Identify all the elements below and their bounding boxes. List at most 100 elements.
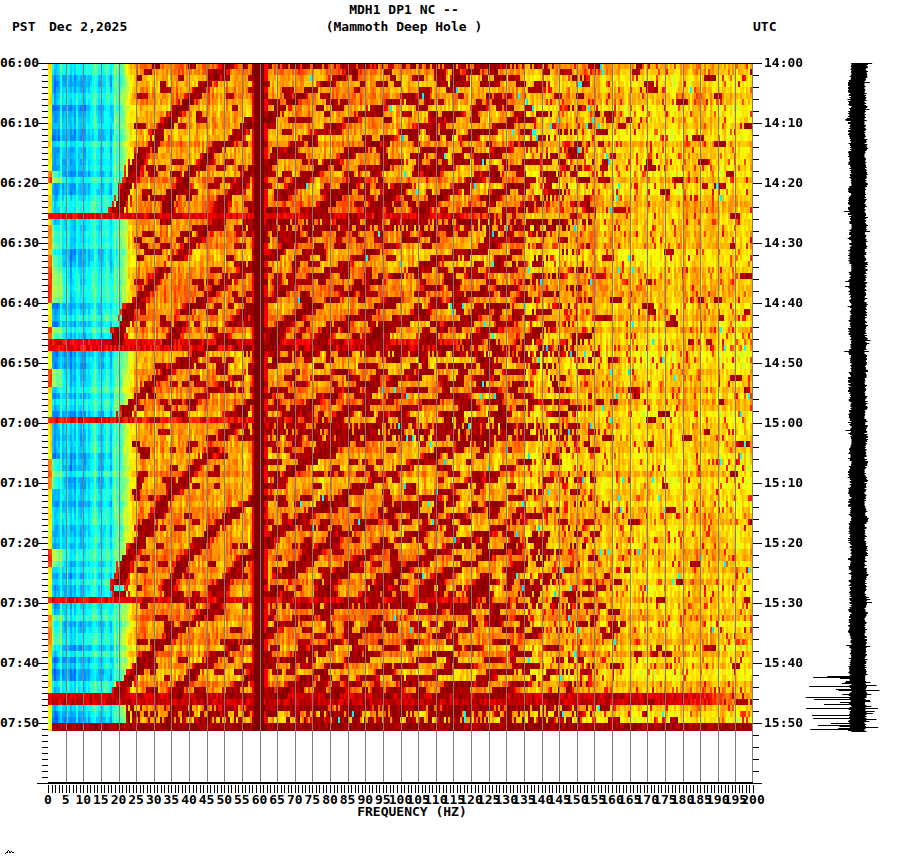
left-time-tick <box>42 285 48 286</box>
right-time-tick <box>753 123 762 124</box>
left-time-tick <box>42 513 48 514</box>
left-time-tick <box>42 327 48 328</box>
left-time-tick <box>42 507 48 508</box>
right-time-tick <box>753 315 759 316</box>
left-time-label: 06:50 <box>0 356 38 370</box>
right-time-tick <box>753 63 762 64</box>
left-time-tick <box>42 711 48 712</box>
left-time-tick <box>42 111 48 112</box>
right-time-tick <box>753 711 759 712</box>
right-time-tick <box>753 219 759 220</box>
right-time-label: 15:00 <box>764 416 803 430</box>
left-time-tick <box>42 519 48 520</box>
left-time-tick <box>42 309 48 310</box>
left-time-tick <box>42 345 48 346</box>
right-time-tick <box>753 603 762 604</box>
right-time-tick <box>753 99 759 100</box>
left-time-tick <box>42 753 48 754</box>
left-time-tick <box>42 147 48 148</box>
left-time-tick <box>42 465 48 466</box>
left-time-tick <box>42 213 48 214</box>
right-time-label: 15:30 <box>764 596 803 610</box>
left-time-tick <box>42 381 48 382</box>
right-time-tick <box>753 267 759 268</box>
left-time-tick <box>42 669 48 670</box>
right-time-label: 15:20 <box>764 536 803 550</box>
left-time-tick <box>42 777 48 778</box>
right-time-tick <box>753 663 762 664</box>
left-time-tick <box>42 411 48 412</box>
right-time-tick <box>753 351 759 352</box>
right-time-tick <box>753 291 759 292</box>
left-time-tick <box>42 567 48 568</box>
left-time-tick <box>42 279 48 280</box>
left-time-tick <box>42 273 48 274</box>
right-time-tick <box>753 255 759 256</box>
left-time-tick <box>42 255 48 256</box>
freq-tick <box>52 785 53 793</box>
left-time-tick <box>42 393 48 394</box>
right-time-tick <box>753 771 759 772</box>
freq-tick <box>214 785 215 793</box>
right-time-tick <box>753 327 759 328</box>
timezone-left-label: PST <box>12 20 35 34</box>
right-time-label: 15:10 <box>764 476 803 490</box>
left-time-tick <box>42 705 48 706</box>
right-time-label: 14:30 <box>764 236 803 250</box>
left-time-tick <box>42 447 48 448</box>
left-time-tick <box>42 591 48 592</box>
left-time-tick <box>42 747 48 748</box>
left-time-tick <box>42 621 48 622</box>
left-time-tick <box>42 417 48 418</box>
left-time-tick <box>42 117 48 118</box>
right-time-label: 14:00 <box>764 56 803 70</box>
right-time-tick <box>753 159 759 160</box>
right-time-label: 14:10 <box>764 116 803 130</box>
left-time-label: 07:40 <box>0 656 38 670</box>
right-time-tick <box>753 399 759 400</box>
right-time-tick <box>753 231 759 232</box>
left-time-tick <box>42 429 48 430</box>
left-time-tick <box>42 75 48 76</box>
left-time-tick <box>42 339 48 340</box>
right-time-tick <box>753 135 759 136</box>
left-time-tick <box>42 729 48 730</box>
left-time-tick <box>42 717 48 718</box>
right-time-tick <box>753 183 762 184</box>
left-time-tick <box>42 765 48 766</box>
left-time-tick <box>42 735 48 736</box>
seismogram-trace <box>800 63 896 732</box>
right-time-tick <box>753 147 759 148</box>
left-time-tick <box>42 681 48 682</box>
right-time-label: 15:40 <box>764 656 803 670</box>
left-time-tick <box>42 297 48 298</box>
left-time-tick <box>42 693 48 694</box>
left-time-tick <box>42 597 48 598</box>
left-time-label: 06:10 <box>0 116 38 130</box>
left-time-tick <box>42 633 48 634</box>
left-time-tick <box>42 357 48 358</box>
left-time-tick <box>42 537 48 538</box>
right-time-tick <box>753 651 759 652</box>
left-time-tick <box>42 351 48 352</box>
left-time-tick <box>37 783 48 784</box>
left-time-label: 07:50 <box>0 716 38 730</box>
freq-tick <box>267 785 268 793</box>
left-time-tick <box>42 159 48 160</box>
left-time-tick <box>42 141 48 142</box>
left-time-tick <box>42 771 48 772</box>
right-time-tick <box>753 87 759 88</box>
x-axis-title: FREQUENCY (HZ) <box>48 805 776 819</box>
corner-mark-icon <box>4 847 16 855</box>
right-time-tick <box>753 759 759 760</box>
right-time-tick <box>753 171 759 172</box>
left-time-tick <box>42 105 48 106</box>
left-time-tick <box>42 201 48 202</box>
left-time-tick <box>42 585 48 586</box>
left-time-tick <box>42 225 48 226</box>
left-time-tick <box>42 687 48 688</box>
freq-tick <box>126 785 127 793</box>
right-time-tick <box>753 483 762 484</box>
page-subtitle: (Mammoth Deep Hole ) <box>48 20 760 34</box>
left-time-tick <box>42 675 48 676</box>
